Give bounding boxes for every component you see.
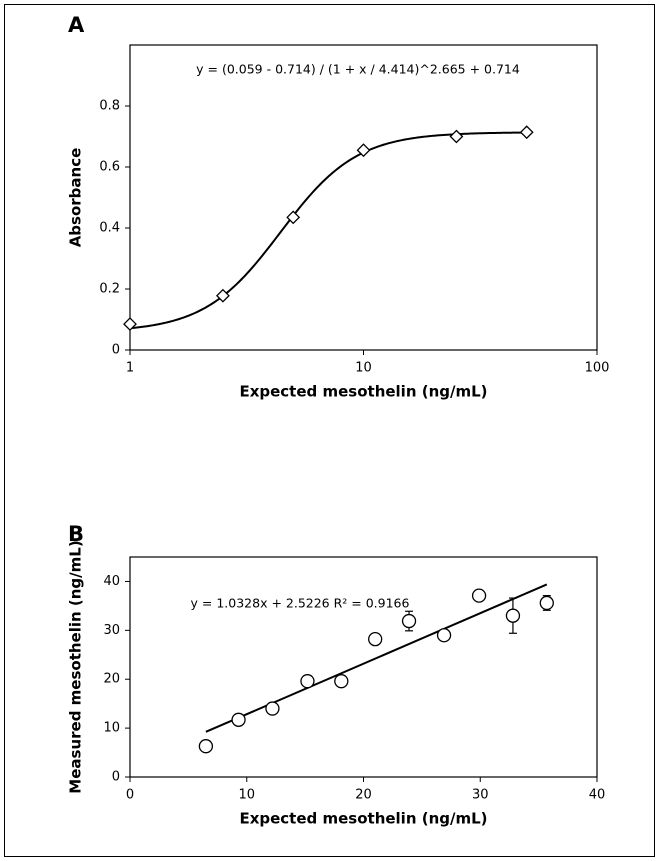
y-tick-label: 40 <box>103 574 120 589</box>
y-tick-label: 10 <box>103 721 120 736</box>
equation: y = 1.0328x + 2.5226 R² = 0.9166 <box>191 596 410 611</box>
data-point <box>505 608 521 623</box>
data-point <box>286 210 301 225</box>
data-point <box>471 588 487 603</box>
x-tick-label: 10 <box>355 361 372 376</box>
data-point <box>519 125 534 140</box>
y-tick-label: 0.4 <box>99 221 120 236</box>
data-point <box>198 739 214 754</box>
data-point <box>334 674 349 689</box>
data-point <box>368 631 383 647</box>
data-point <box>401 613 417 629</box>
y-tick-label: 0.8 <box>99 99 120 114</box>
fit-curve <box>129 131 527 330</box>
y-tick-label: 0 <box>112 343 120 358</box>
equation: y = (0.059 - 0.714) / (1 + x / 4.414)^2.… <box>196 62 520 77</box>
x-axis-title: Expected mesothelin (ng/mL) <box>239 383 487 401</box>
data-point <box>449 129 464 144</box>
y-tick-label: 0 <box>112 770 120 785</box>
x-tick-label: 20 <box>355 788 372 803</box>
figure-border <box>4 4 655 857</box>
panel-label: A <box>68 13 85 37</box>
data-point <box>123 317 137 331</box>
data-point <box>539 595 554 611</box>
data-point <box>265 701 280 716</box>
data-point <box>300 674 315 689</box>
x-tick-label: 1 <box>126 361 134 376</box>
data-point <box>356 143 371 158</box>
x-axis-title: Expected mesothelin (ng/mL) <box>239 810 487 828</box>
y-tick-label: 20 <box>103 672 120 687</box>
data-point <box>215 288 230 303</box>
data-point <box>231 712 246 727</box>
panel-label: B <box>68 522 84 546</box>
data-point <box>436 628 452 643</box>
fit-line <box>205 583 548 733</box>
x-tick-label: 10 <box>238 788 255 803</box>
y-tick-label: 30 <box>103 623 120 638</box>
x-tick-label: 30 <box>472 788 489 803</box>
y-tick-label: 0.6 <box>99 160 120 175</box>
x-tick-label: 100 <box>585 361 610 376</box>
y-axis-title: Measured mesothelin (ng/mL) <box>67 540 85 793</box>
x-tick-label: 0 <box>126 788 134 803</box>
plot-frame <box>129 44 598 351</box>
y-axis-title: Absorbance <box>67 148 85 248</box>
y-tick-label: 0.2 <box>99 282 120 297</box>
x-tick-label: 40 <box>589 788 606 803</box>
